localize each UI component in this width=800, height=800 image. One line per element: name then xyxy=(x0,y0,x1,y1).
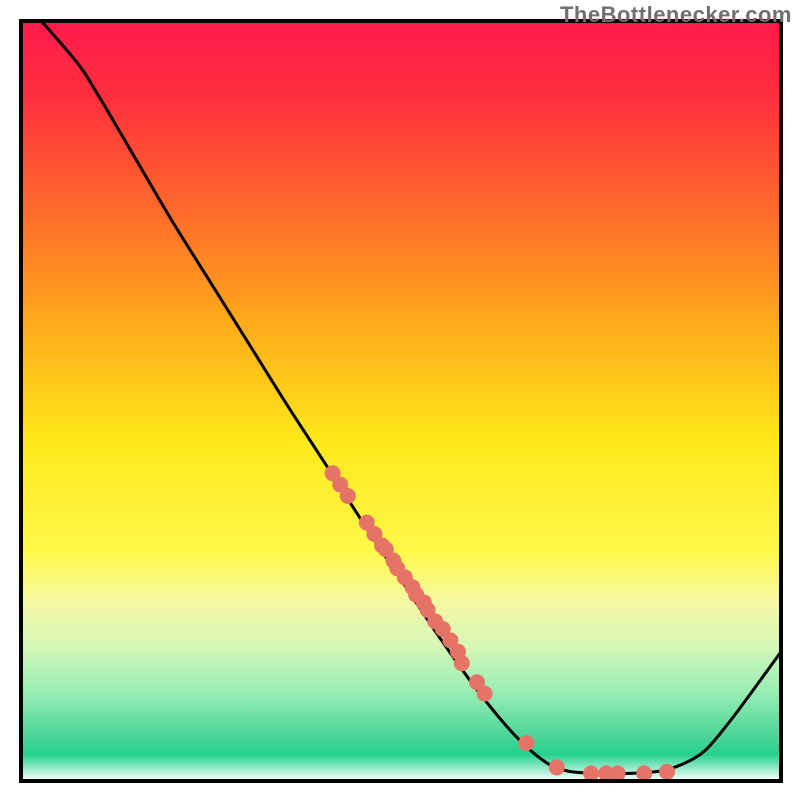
scatter-point xyxy=(454,655,470,671)
scatter-point xyxy=(477,686,493,702)
bottleneck-curve-chart xyxy=(0,0,800,800)
watermark-text: TheBottlenecker.com xyxy=(560,2,792,28)
scatter-point xyxy=(549,759,565,775)
scatter-point xyxy=(659,764,675,780)
plot-background xyxy=(21,21,781,781)
chart-frame: TheBottlenecker.com xyxy=(0,0,800,800)
scatter-point xyxy=(340,488,356,504)
scatter-point xyxy=(518,735,534,751)
